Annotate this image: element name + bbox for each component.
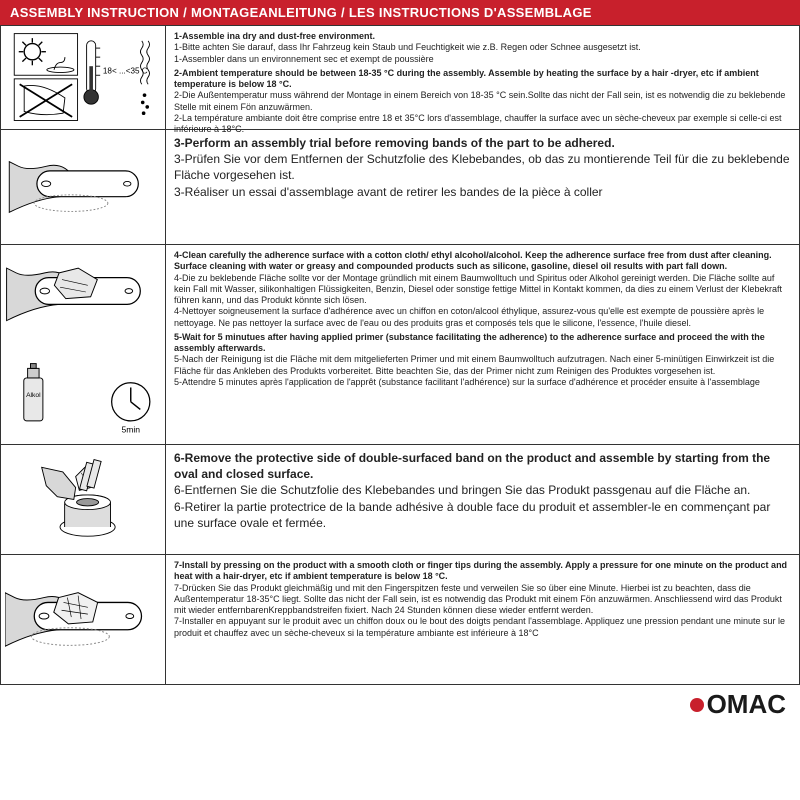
step-line: 7-Drücken Sie das Produkt gleichmäßig un…	[174, 583, 782, 616]
instruction-icon	[1, 445, 166, 554]
step-line: 2-Die Außentemperatur muss während der M…	[174, 90, 785, 111]
step-bold: 1-Assemble ina dry and dust-free environ…	[174, 31, 375, 41]
step-bold: 6-Remove the protective side of double-s…	[174, 451, 770, 481]
step-line: 4-Nettoyer soigneusement la surface d'ad…	[174, 306, 764, 327]
step-bold: 2-Ambient temperature should be between …	[174, 68, 759, 89]
instruction-text: 1-Assemble ina dry and dust-free environ…	[166, 26, 799, 129]
instruction-text: 3-Perform an assembly trial before remov…	[166, 130, 799, 244]
step-bold: 4-Clean carefully the adherence surface …	[174, 250, 772, 271]
footer: OMAC	[0, 685, 800, 722]
instruction-text: 6-Remove the protective side of double-s…	[166, 445, 799, 554]
brand-dot-icon	[690, 698, 704, 712]
step-line: 3-Prüfen Sie vor dem Entfernen der Schut…	[174, 152, 790, 182]
step-line: 5-Attendre 5 minutes après l'application…	[174, 377, 760, 387]
step-line: 6-Retirer la partie protectrice de la ba…	[174, 500, 770, 530]
brand-text: OMAC	[707, 689, 786, 720]
svg-text:5min: 5min	[121, 424, 140, 434]
instruction-icon	[1, 130, 166, 244]
step-line: 4-Die zu beklebende Fläche sollte vor de…	[174, 273, 782, 306]
step-bold: 5-Wait for 5 minutues after having appli…	[174, 332, 765, 353]
step-line: 6-Entfernen Sie die Schutzfolie des Kleb…	[174, 483, 750, 497]
brand-logo: OMAC	[690, 689, 786, 720]
svg-text:Alkol: Alkol	[26, 392, 41, 399]
instruction-row: Alkol 5min 4-Clean carefully the adheren…	[0, 245, 800, 445]
instruction-text: 7-Install by pressing on the product wit…	[166, 555, 799, 684]
step-line: 7-Installer en appuyant sur le produit a…	[174, 616, 785, 637]
instruction-text: 4-Clean carefully the adherence surface …	[166, 245, 799, 444]
header-title: ASSEMBLY INSTRUCTION / MONTAGEANLEITUNG …	[0, 0, 800, 25]
step-bold: 3-Perform an assembly trial before remov…	[174, 136, 615, 150]
instruction-icon	[1, 555, 166, 684]
instruction-icon: 18< ...<35 C	[1, 26, 166, 129]
instruction-row: 6-Remove the protective side of double-s…	[0, 445, 800, 555]
instruction-row: 7-Install by pressing on the product wit…	[0, 555, 800, 685]
instruction-row: 18< ...<35 C 1-Assemble ina dry and dust…	[0, 25, 800, 130]
instruction-row: 3-Perform an assembly trial before remov…	[0, 130, 800, 245]
step-line: 3-Réaliser un essai d'assemblage avant d…	[174, 185, 603, 199]
instruction-icon: Alkol 5min	[1, 245, 166, 444]
step-line: 1-Bitte achten Sie darauf, dass Ihr Fahr…	[174, 42, 641, 52]
step-line: 5-Nach der Reinigung ist die Fläche mit …	[174, 354, 774, 375]
step-line: 1-Assembler dans un environnement sec et…	[174, 54, 434, 64]
step-bold: 7-Install by pressing on the product wit…	[174, 560, 787, 581]
